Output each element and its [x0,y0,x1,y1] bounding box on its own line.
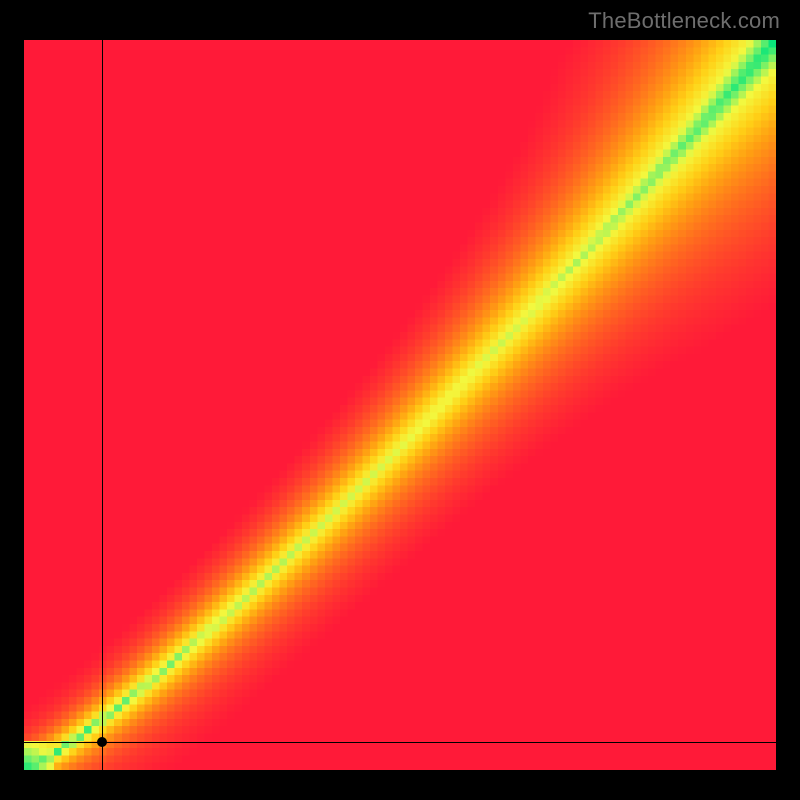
crosshair-horizontal [24,742,776,743]
crosshair-vertical [102,40,103,770]
bottleneck-heatmap [24,40,776,770]
crosshair-marker [97,737,107,747]
chart-container: TheBottleneck.com [0,0,800,800]
watermark-text: TheBottleneck.com [588,8,780,34]
